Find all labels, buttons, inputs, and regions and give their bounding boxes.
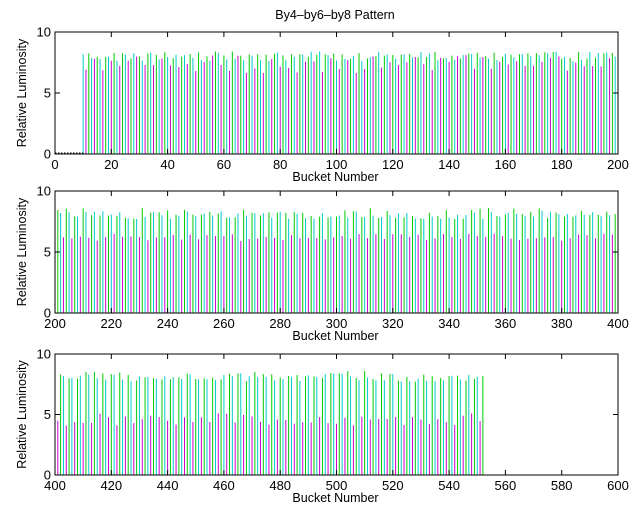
- y-tick-label: 0: [44, 468, 51, 483]
- x-tick-label: 60: [217, 157, 231, 172]
- x-tick-label: 200: [607, 157, 629, 172]
- chart-panel-1: 0 20 40 60 80 100 120 140 160 180 200 0 5 10 Bucket Nu…: [15, 25, 629, 185]
- y-tick-label: 5: [44, 86, 51, 101]
- x-tick-label: 600: [607, 478, 629, 493]
- x-tick-label: 140: [438, 157, 460, 172]
- x-axis-title: Bucket Number: [292, 329, 378, 343]
- x-tick-label: 400: [44, 478, 66, 493]
- x-tick-label: 460: [213, 478, 235, 493]
- x-tick-label: 200: [44, 316, 66, 331]
- x-tick-label: 320: [382, 316, 404, 331]
- y-tick-label: 0: [44, 147, 51, 162]
- y-axis-title: Relative Luminosity: [15, 197, 29, 306]
- x-tick-label: 280: [269, 316, 291, 331]
- x-tick-label: 180: [551, 157, 573, 172]
- y-tick-label: 5: [44, 245, 51, 260]
- x-tick-label: 480: [269, 478, 291, 493]
- x-axis-title: Bucket Number: [292, 170, 378, 184]
- x-tick-label: 520: [382, 478, 404, 493]
- x-tick-label: 560: [495, 478, 517, 493]
- x-tick-label: 20: [104, 157, 118, 172]
- x-tick-label: 580: [551, 478, 573, 493]
- x-tick-label: 80: [273, 157, 287, 172]
- x-tick-label: 220: [100, 316, 122, 331]
- x-tick-label: 540: [438, 478, 460, 493]
- x-tick-label: 380: [551, 316, 573, 331]
- x-tick-label: 340: [438, 316, 460, 331]
- x-tick-label: 160: [495, 157, 517, 172]
- bars: [54, 371, 484, 475]
- x-tick-label: 100: [326, 157, 348, 172]
- x-tick-label: 440: [157, 478, 179, 493]
- x-tick-label: 400: [607, 316, 629, 331]
- x-tick-label: 500: [326, 478, 348, 493]
- x-tick-label: 240: [157, 316, 179, 331]
- x-tick-label: 0: [51, 157, 58, 172]
- x-tick-label: 300: [326, 316, 348, 331]
- y-axis-title: Relative Luminosity: [15, 38, 29, 147]
- x-tick-label: 120: [382, 157, 404, 172]
- bars: [82, 51, 619, 154]
- y-tick-label: 10: [37, 184, 51, 199]
- x-tick-label: 420: [100, 478, 122, 493]
- figure-title: By4–by6–by8 Pattern: [275, 8, 395, 22]
- chart-panel-2: 200 220 240 260 280 300 320 340 360 380 400 0 5 10 Buc…: [15, 184, 629, 344]
- x-tick-label: 40: [160, 157, 174, 172]
- y-tick-label: 5: [44, 407, 51, 422]
- x-axis-title: Bucket Number: [292, 491, 378, 505]
- x-tick-label: 360: [495, 316, 517, 331]
- chart-panel-3: 400 420 440 460 480 500 520 540 560 580 600 0 5 10 Buc…: [15, 347, 629, 506]
- y-tick-label: 10: [37, 25, 51, 40]
- y-tick-label: 0: [44, 306, 51, 321]
- x-tick-label: 260: [213, 316, 235, 331]
- y-tick-label: 10: [37, 347, 51, 362]
- bars: [54, 208, 619, 313]
- y-axis-title: Relative Luminosity: [15, 360, 29, 469]
